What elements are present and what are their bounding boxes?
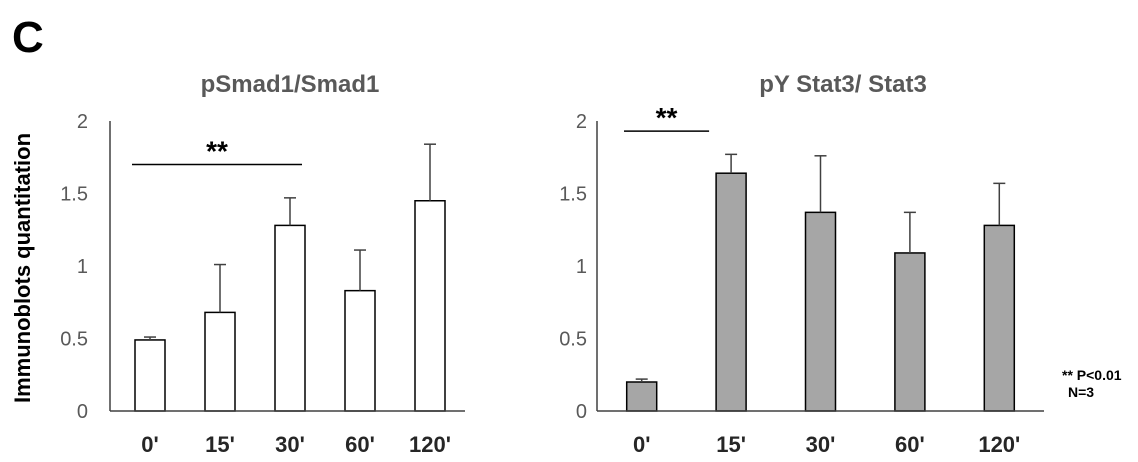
y-tick-label: 1 <box>576 256 587 278</box>
x-tick-label: 60' <box>895 432 925 457</box>
y-tick-label: 2 <box>77 111 88 133</box>
x-tick-label: 60' <box>345 432 375 457</box>
footnote-n: N=3 <box>1068 384 1094 400</box>
bar <box>715 172 747 412</box>
chart-title: pSmad1/Smad1 <box>201 71 380 98</box>
bar <box>134 339 166 412</box>
bar <box>804 211 837 412</box>
chart-pystat3: pY Stat3/ Stat3 0 0.5 1 1.5 2 0' 15' 30' 60' 120'… <box>559 71 1044 457</box>
y-tick-label: 0 <box>576 401 587 423</box>
bar <box>414 200 446 412</box>
chart-psmad1: pSmad1/Smad1 0 0.5 1 1.5 2 0' 15' 30' 60' 120' ** <box>60 71 465 457</box>
y-tick-label: 0 <box>77 401 88 423</box>
x-tick-label: 0' <box>141 432 158 457</box>
x-tick-label: 120' <box>978 432 1020 457</box>
footnote-significance: ** P<0.01 <box>1062 367 1122 383</box>
bar <box>625 381 658 412</box>
bar <box>274 224 306 412</box>
bar <box>344 289 376 412</box>
y-tick-label: 0.5 <box>60 329 88 351</box>
x-tick-label: 120' <box>409 432 451 457</box>
significance-label: ** <box>656 102 678 133</box>
x-tick-label: 15' <box>205 432 235 457</box>
y-tick-label: 1 <box>77 256 88 278</box>
bar <box>983 224 1016 412</box>
chart-title: pY Stat3/ Stat3 <box>759 71 927 98</box>
panel-label: C <box>12 13 44 62</box>
bar <box>204 311 236 412</box>
y-axis-label: Immunoblots quantitation <box>10 133 35 403</box>
x-tick-label: 30' <box>806 432 836 457</box>
y-tick-label: 0.5 <box>559 329 587 351</box>
x-tick-label: 30' <box>275 432 305 457</box>
y-tick-label: 1.5 <box>60 184 88 206</box>
bar <box>894 252 926 412</box>
x-tick-label: 15' <box>716 432 746 457</box>
y-tick-label: 2 <box>576 111 587 133</box>
x-tick-label: 0' <box>633 432 650 457</box>
significance-label: ** <box>206 136 228 167</box>
y-tick-label: 1.5 <box>559 184 587 206</box>
